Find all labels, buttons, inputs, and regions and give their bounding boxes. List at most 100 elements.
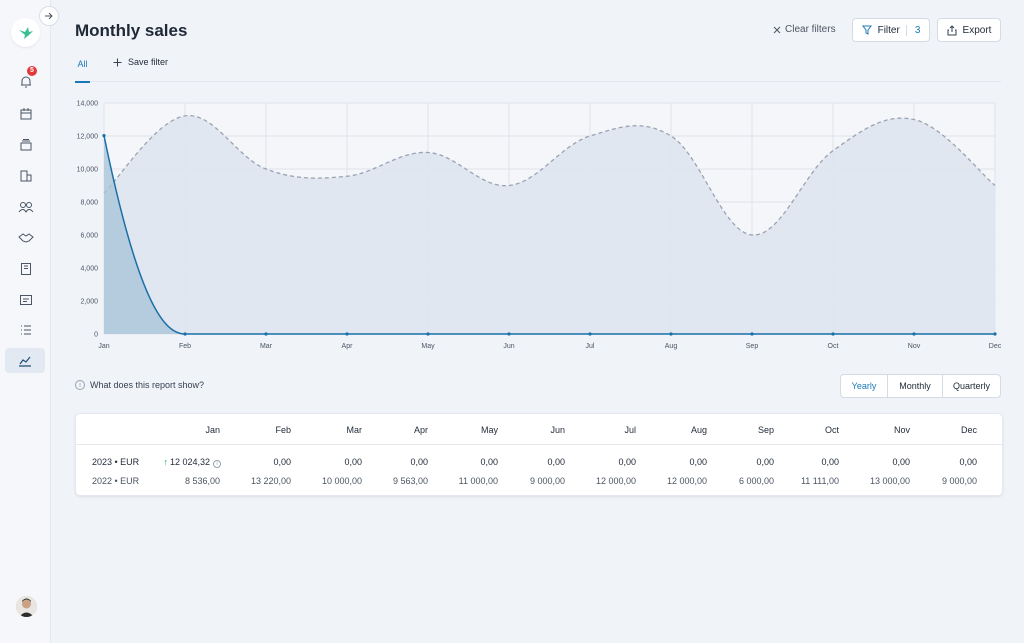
message-icon	[20, 295, 32, 305]
x-tick-label: Dec	[989, 343, 1002, 350]
y-tick-label: 6,000	[80, 233, 98, 240]
app-logo[interactable]	[11, 18, 40, 47]
cell-2023-nov: 0,00	[892, 457, 910, 467]
sidebar-item-tasks[interactable]	[13, 318, 39, 342]
column-header-apr: Apr	[413, 425, 428, 435]
sidebar-item-messages[interactable]	[13, 288, 39, 312]
cell-2022-apr: 9 563,00	[392, 476, 428, 486]
sidebar-item-calendar[interactable]	[13, 102, 39, 126]
bell-icon	[21, 76, 31, 88]
period-yearly[interactable]: Yearly	[851, 381, 877, 391]
x-tick-label: Mar	[260, 343, 273, 350]
cell-2023-mar: 0,00	[344, 457, 362, 467]
x-tick-label: Nov	[908, 343, 921, 350]
x-tick-label: Aug	[665, 343, 678, 350]
point-2023-nov	[912, 332, 916, 336]
sidebar-item-deals[interactable]	[13, 226, 39, 250]
sidebar-item-documents[interactable]	[13, 257, 39, 281]
report-info-link[interactable]: i What does this report show?	[75, 380, 204, 390]
clear-filters-label: Clear filters	[785, 24, 836, 35]
period-monthly[interactable]: Monthly	[887, 375, 942, 397]
cell-2022-dec: 9 000,00	[941, 476, 977, 486]
filter-button[interactable]: Filter 3	[852, 18, 930, 42]
sidebar-item-reports[interactable]	[5, 348, 45, 373]
bird-logo-icon	[18, 26, 33, 39]
users-icon	[18, 202, 34, 213]
row-label-2023: 2023 • EUR	[92, 457, 140, 467]
point-2023-jan	[102, 133, 106, 138]
column-header-jun: Jun	[550, 425, 565, 435]
info-icon[interactable]: i	[213, 460, 221, 468]
report-info-label: What does this report show?	[90, 380, 205, 390]
cell-2022-aug: 12 000,00	[666, 476, 707, 486]
column-header-mar: Mar	[346, 425, 363, 435]
y-tick-label: 4,000	[80, 266, 98, 273]
column-header-dec: Dec	[960, 425, 977, 435]
y-tick-label: 0	[94, 332, 98, 339]
y-tick-label: 12,000	[77, 134, 99, 141]
filter-label: Filter	[877, 24, 900, 36]
cell-2022-sep: 6 000,00	[738, 476, 774, 486]
cell-2022-jan: 8 536,00	[184, 476, 220, 486]
y-tick-label: 8,000	[80, 200, 98, 207]
arrow-up-icon: ↑	[163, 457, 168, 467]
cards-icon	[20, 139, 32, 151]
period-toggle: Yearly Monthly Quarterly	[840, 374, 1001, 398]
point-2023-may	[426, 332, 430, 336]
column-header-nov: Nov	[893, 425, 910, 435]
clear-filters-button[interactable]: Clear filters	[773, 24, 836, 35]
point-2023-mar	[264, 332, 268, 336]
chart-line-icon	[19, 356, 31, 367]
cell-2022-jul: 12 000,00	[595, 476, 636, 486]
column-header-jan: Jan	[205, 425, 220, 435]
cell-2023-jan: ↑ 12 024,32 i	[163, 457, 221, 468]
sidebar-item-contacts[interactable]	[13, 195, 39, 219]
page-title: Monthly sales	[75, 21, 188, 40]
export-button[interactable]: Export	[937, 18, 1001, 42]
column-header-aug: Aug	[690, 425, 707, 435]
point-2023-aug	[669, 332, 673, 336]
cell-2022-feb: 13 220,00	[250, 476, 291, 486]
funnel-icon	[861, 25, 872, 35]
point-2023-jun	[507, 332, 511, 336]
user-avatar[interactable]	[16, 596, 37, 617]
sidebar-item-notifications[interactable]: 5	[13, 66, 39, 94]
sidebar-item-companies[interactable]	[13, 164, 39, 188]
cell-2023-feb: 0,00	[273, 457, 291, 467]
period-quarterly[interactable]: Quarterly	[942, 375, 1000, 397]
column-header-sep: Sep	[757, 425, 774, 435]
x-tick-label: Jan	[98, 343, 109, 350]
area-2022	[104, 115, 995, 334]
arrow-right-icon	[45, 12, 53, 20]
point-2023-dec	[993, 332, 997, 336]
calendar-icon	[20, 108, 32, 120]
cell-2023-jul: 0,00	[618, 457, 636, 467]
column-header-jul: Jul	[624, 425, 636, 435]
point-2023-jul	[588, 332, 592, 336]
tab-all[interactable]: All	[75, 59, 90, 83]
x-tick-label: Sep	[746, 343, 759, 350]
cell-2023-sep: 0,00	[756, 457, 774, 467]
point-2023-apr	[345, 332, 349, 336]
collapse-sidebar-button[interactable]	[39, 6, 59, 26]
x-tick-label: Feb	[179, 343, 191, 350]
x-tick-label: May	[421, 343, 435, 350]
save-filter-button[interactable]: Save filter	[113, 57, 168, 67]
y-tick-label: 14,000	[77, 101, 99, 108]
y-tick-label: 2,000	[80, 299, 98, 306]
book-icon	[21, 263, 31, 275]
sidebar-item-cards[interactable]	[13, 133, 39, 157]
share-icon	[947, 24, 957, 35]
plus-icon	[113, 58, 122, 66]
cell-value: 12 024,32	[169, 457, 210, 467]
cell-2023-dec: 0,00	[959, 457, 977, 467]
cell-2023-oct: 0,00	[821, 457, 839, 467]
table-header: Jan Feb Mar Apr May Jun Jul Aug Sep Oct Nov Dec	[76, 414, 1002, 445]
cell-2023-may: 0,00	[480, 457, 498, 467]
sales-table: Jan Feb Mar Apr May Jun Jul Aug Sep Oct Nov Dec 202…	[75, 413, 1003, 496]
list-icon	[21, 325, 31, 335]
x-tick-label: Jul	[586, 343, 595, 350]
handshake-icon	[18, 233, 34, 243]
column-header-oct: Oct	[824, 425, 839, 435]
export-label: Export	[962, 24, 992, 36]
